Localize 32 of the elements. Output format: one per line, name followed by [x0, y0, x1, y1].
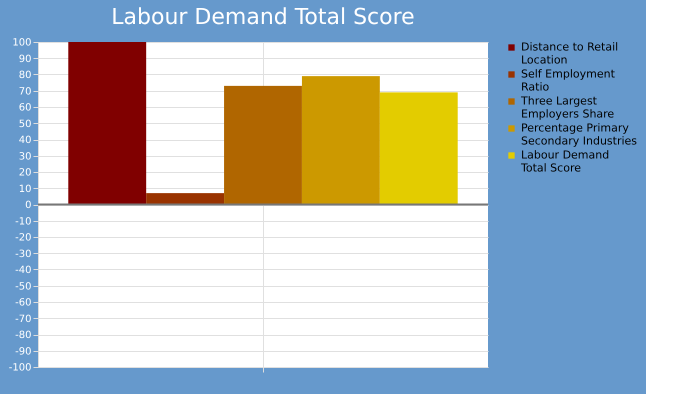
legend-label: Three Largest Employers Share — [520, 94, 614, 120]
bar — [146, 193, 224, 204]
y-tick-label: -90 — [15, 346, 32, 358]
y-tick-label: -70 — [15, 314, 32, 325]
y-tick-label: 90 — [18, 54, 32, 65]
y-tick-label: 30 — [18, 151, 32, 162]
y-tick-label: 70 — [18, 86, 32, 98]
y-tick-label: -100 — [8, 362, 32, 374]
y-tick-label: 40 — [18, 135, 32, 146]
chart-title: Labour Demand Total Score — [111, 5, 415, 30]
legend-label: Percentage Primary Secondary Industries — [521, 122, 638, 148]
y-tick-label: 10 — [18, 184, 32, 195]
legend-label: Labour Demand Total Score — [520, 148, 610, 174]
legend-label: Self Employment Ratio — [521, 68, 616, 94]
y-tick-label: 50 — [18, 118, 32, 130]
y-tick-label: 60 — [18, 102, 32, 114]
y-tick-label: 100 — [12, 38, 32, 48]
y-tick-label: 20 — [18, 168, 32, 178]
y-tick-label: -10 — [15, 216, 32, 228]
y-tick-label: 80 — [18, 70, 32, 81]
y-tick-label: -40 — [15, 265, 32, 276]
legend-label: Distance to Retail Location — [521, 40, 618, 66]
y-tick-label: -30 — [15, 248, 32, 260]
bar — [380, 92, 458, 204]
y-tick-label: -60 — [15, 298, 32, 308]
y-tick-label: -50 — [15, 281, 32, 292]
bar — [224, 86, 302, 204]
bar — [302, 76, 380, 204]
y-tick-label: -20 — [15, 232, 32, 244]
bar — [68, 42, 146, 204]
y-tick-label: -80 — [15, 330, 32, 341]
y-tick-label: 0 — [25, 200, 32, 211]
